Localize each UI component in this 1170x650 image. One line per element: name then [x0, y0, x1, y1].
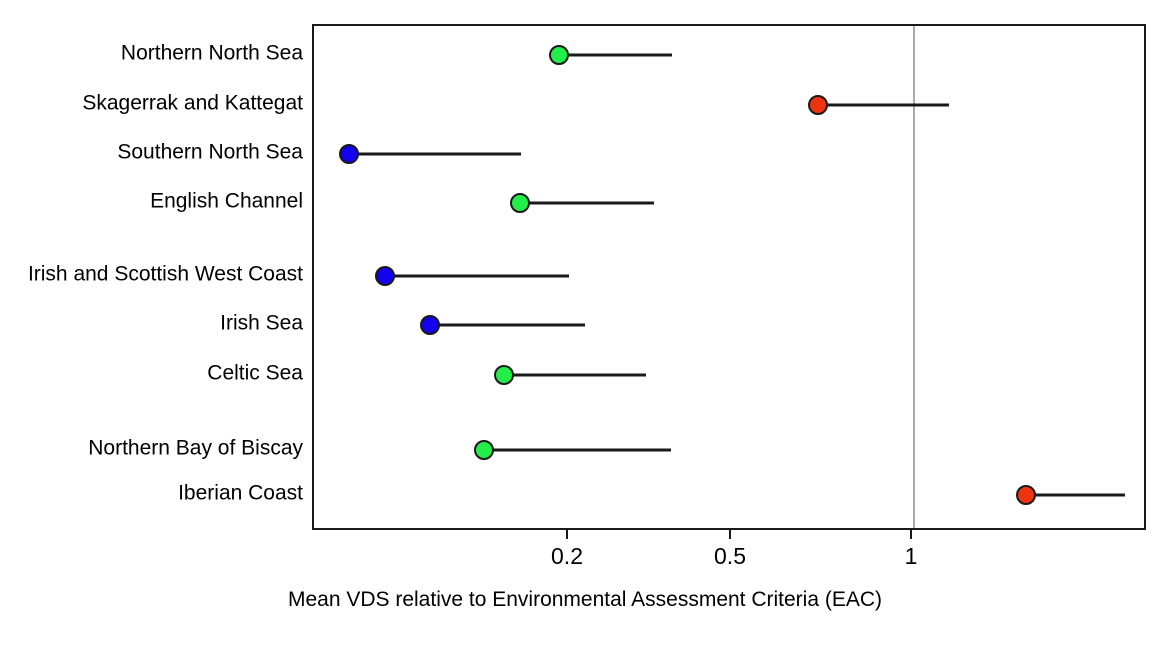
x-tick-label: 0.2: [551, 543, 583, 569]
range-line: [1026, 493, 1125, 497]
plot-area: [312, 24, 1146, 530]
plot-content: [314, 26, 1144, 528]
category-label: Celtic Sea: [207, 361, 303, 385]
range-line: [818, 103, 949, 107]
category-label: English Channel: [150, 189, 303, 213]
category-label: Irish and Scottish West Coast: [27, 262, 303, 286]
x-tick-label: 1: [904, 543, 918, 569]
range-line: [430, 323, 585, 327]
range-line: [385, 274, 569, 278]
data-point-marker: [549, 45, 569, 65]
data-point-marker: [1016, 485, 1036, 505]
category-label: Northern Bay of Biscay: [88, 436, 303, 460]
data-point-marker: [420, 315, 440, 335]
category-label: Northern North Sea: [120, 41, 303, 65]
data-point-marker: [375, 266, 395, 286]
data-point-marker: [510, 193, 530, 213]
category-label: Southern North Sea: [117, 140, 303, 164]
data-point-marker: [808, 95, 828, 115]
category-label: Iberian Coast: [178, 481, 303, 505]
range-line: [559, 53, 672, 57]
x-axis-title: Mean VDS relative to Environmental Asses…: [287, 588, 883, 611]
range-line: [349, 152, 521, 156]
x-tick-mark: [910, 530, 912, 539]
x-tick-mark: [566, 530, 568, 539]
category-label: Irish Sea: [220, 311, 303, 335]
gridline-at-one: [913, 26, 915, 528]
x-tick-mark: [729, 530, 731, 539]
range-line: [520, 201, 654, 205]
category-axis-labels: Northern North Sea Skagerrak and Kattegat…: [0, 0, 303, 650]
x-tick-label: 0.5: [714, 543, 746, 569]
data-point-marker: [474, 440, 494, 460]
category-label: Skagerrak and Kattegat: [82, 91, 303, 115]
range-line: [484, 448, 671, 452]
data-point-marker: [494, 365, 514, 385]
data-point-marker: [339, 144, 359, 164]
range-line: [504, 373, 646, 377]
